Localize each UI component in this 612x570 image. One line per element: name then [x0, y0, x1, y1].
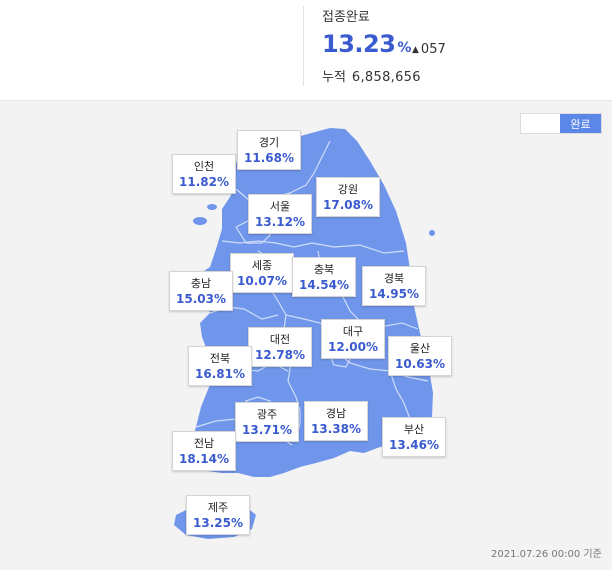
region-name: 대구 — [342, 325, 364, 338]
cumulative-label: 누적 — [322, 70, 346, 85]
region-label-seoul[interactable]: 서울 13.12% — [248, 194, 312, 234]
region-rate: 12.00% — [328, 340, 378, 354]
region-label-gyeongnam[interactable]: 경남 13.38% — [304, 401, 368, 441]
completion-label: 접종완료 — [322, 10, 370, 25]
region-name: 서울 — [269, 200, 291, 213]
west-island-shape — [207, 204, 217, 210]
region-label-jeonbuk[interactable]: 전북 16.81% — [188, 346, 252, 386]
region-name: 인천 — [193, 160, 215, 173]
region-name: 울산 — [409, 342, 431, 355]
south-island-shape — [310, 453, 326, 461]
region-rate: 10.63% — [395, 357, 445, 371]
completion-rate-value: 13.23 — [322, 30, 396, 58]
view-toggle[interactable]: 완료 — [520, 113, 602, 134]
region-name: 충남 — [190, 277, 212, 290]
region-name: 충북 — [313, 263, 335, 276]
region-rate: 13.71% — [242, 423, 292, 437]
toggle-option-complete[interactable]: 완료 — [560, 114, 601, 133]
region-rate: 11.68% — [244, 151, 294, 165]
daily-change-value: 057 — [420, 42, 446, 57]
region-label-sejong[interactable]: 세종 10.07% — [230, 253, 294, 293]
region-rate: 15.03% — [176, 292, 226, 306]
region-label-ulsan[interactable]: 울산 10.63% — [388, 336, 452, 376]
region-name: 세종 — [251, 259, 273, 272]
region-rate: 13.46% — [389, 438, 439, 452]
region-name: 경북 — [383, 272, 405, 285]
completion-rate-percent: % — [397, 40, 412, 56]
summary-header: 접종완료 13.23% ▲ 057 누적 6,858,656 — [0, 0, 612, 100]
region-rate: 13.38% — [311, 422, 361, 436]
region-rate: 14.54% — [299, 278, 349, 292]
region-name: 전남 — [193, 437, 215, 450]
region-rate: 14.95% — [369, 287, 419, 301]
region-rate: 13.12% — [255, 215, 305, 229]
region-rate: 18.14% — [179, 452, 229, 466]
region-name: 대전 — [269, 333, 291, 346]
region-name: 경남 — [325, 407, 347, 420]
region-label-gwangju[interactable]: 광주 13.71% — [235, 402, 299, 442]
region-name: 제주 — [207, 501, 229, 514]
toggle-option-blank[interactable] — [521, 114, 560, 133]
cumulative-value: 6,858,656 — [351, 70, 421, 85]
region-rate: 10.07% — [237, 274, 287, 288]
region-label-incheon[interactable]: 인천 11.82% — [172, 154, 236, 194]
west-island-shape — [193, 217, 207, 225]
region-rate: 11.82% — [179, 175, 229, 189]
region-name: 부산 — [403, 423, 425, 436]
region-label-daegu[interactable]: 대구 12.00% — [321, 319, 385, 359]
ulleungdo-island-shape — [429, 230, 435, 236]
region-label-jeju[interactable]: 제주 13.25% — [186, 495, 250, 535]
region-label-gyeonggi[interactable]: 경기 11.68% — [237, 130, 301, 170]
region-label-chungbuk[interactable]: 충북 14.54% — [292, 257, 356, 297]
arrow-up-icon: ▲ — [412, 45, 419, 55]
region-rate: 17.08% — [323, 198, 373, 212]
region-name: 경기 — [258, 136, 280, 149]
completion-rate: 13.23% — [322, 30, 411, 58]
header-divider — [303, 6, 304, 86]
region-name: 강원 — [337, 183, 359, 196]
south-island-shape — [258, 448, 278, 458]
region-label-busan[interactable]: 부산 13.46% — [382, 417, 446, 457]
region-rate: 12.78% — [255, 348, 305, 362]
region-rate: 16.81% — [195, 367, 245, 381]
map-panel: 완료 — [0, 100, 612, 570]
data-timestamp: 2021.07.26 00:00 기준 — [491, 549, 602, 560]
south-island-shape — [282, 462, 294, 468]
region-label-chungnam[interactable]: 충남 15.03% — [169, 271, 233, 311]
region-name: 광주 — [256, 408, 278, 421]
region-rate: 13.25% — [193, 516, 243, 530]
daily-change: ▲ 057 — [412, 42, 446, 57]
region-label-gangwon[interactable]: 강원 17.08% — [316, 177, 380, 217]
region-label-gyeongbuk[interactable]: 경북 14.95% — [362, 266, 426, 306]
region-label-jeonnam[interactable]: 전남 18.14% — [172, 431, 236, 471]
region-label-daejeon[interactable]: 대전 12.78% — [248, 327, 312, 367]
cumulative: 누적 6,858,656 — [322, 66, 421, 85]
region-name: 전북 — [209, 352, 231, 365]
